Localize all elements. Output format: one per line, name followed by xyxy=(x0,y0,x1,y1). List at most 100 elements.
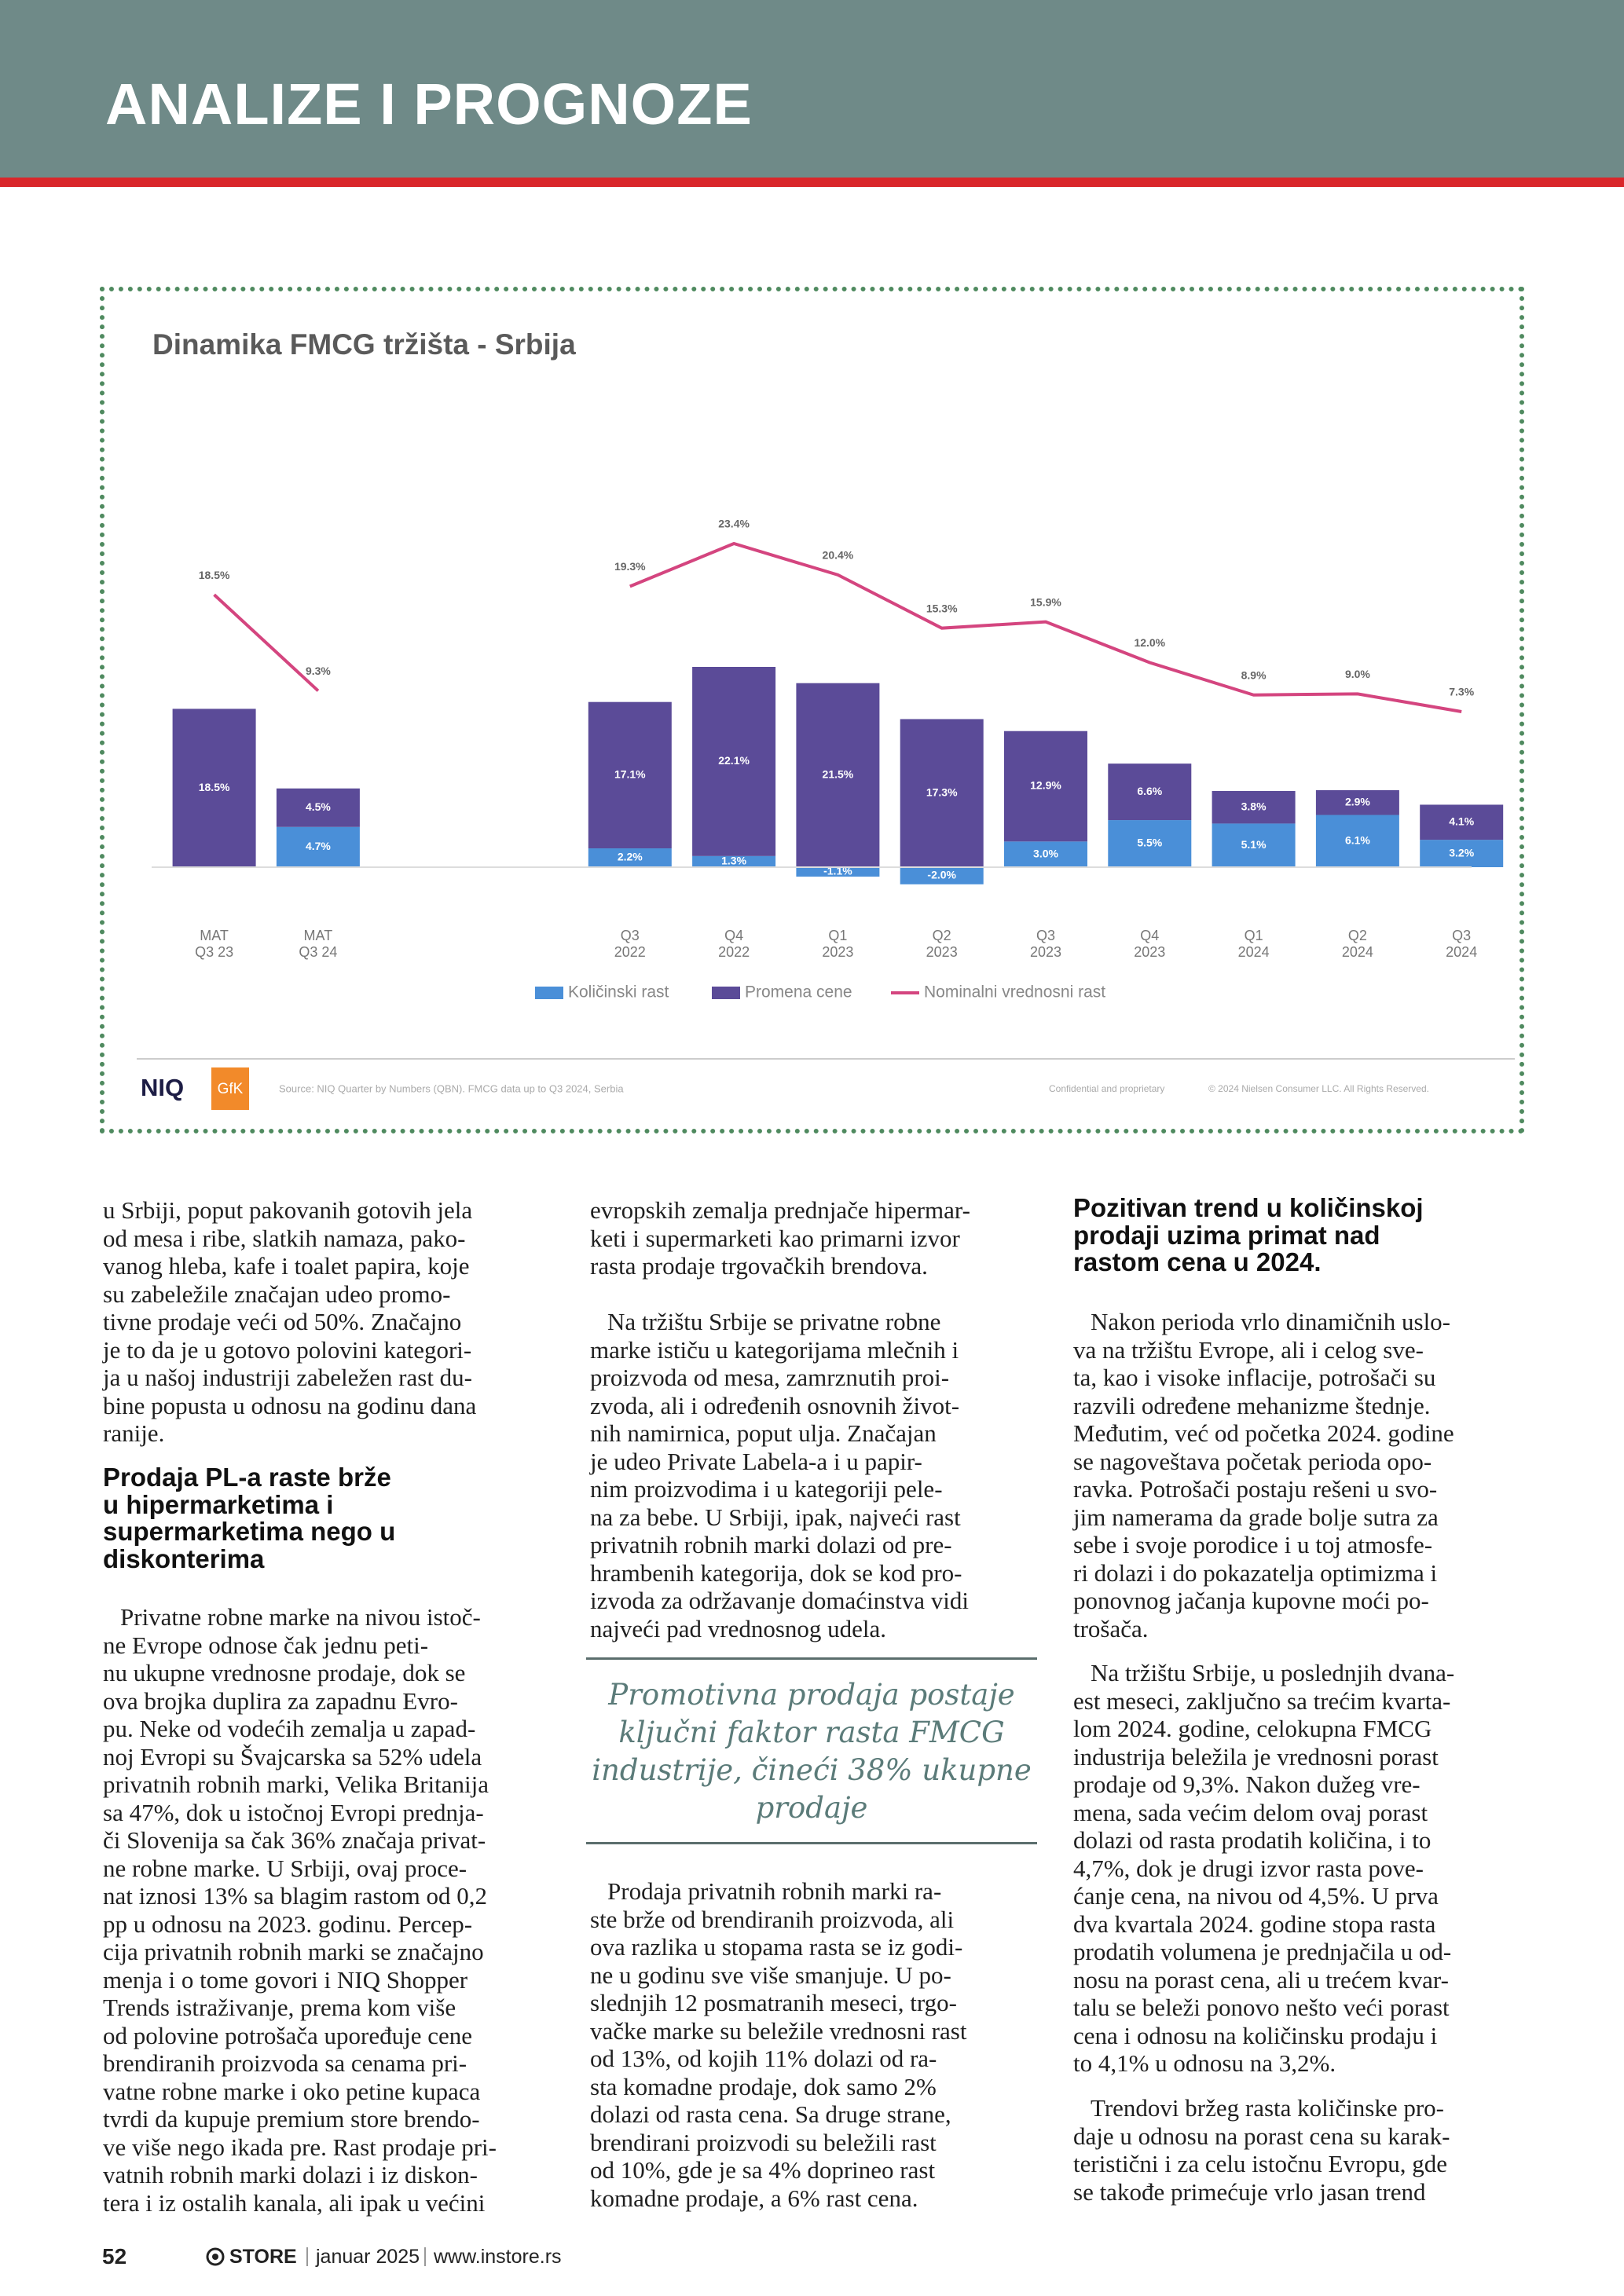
bar-segment xyxy=(1212,791,1296,824)
value-label: 21.5% xyxy=(823,768,854,781)
paragraph: Nakon perioda vrlo dinamičnih uslo- va n… xyxy=(1073,1308,1454,1642)
bar-segment xyxy=(1420,840,1504,867)
value-label: 19.3% xyxy=(614,560,646,573)
bar-segment xyxy=(276,788,360,827)
value-label: 5.5% xyxy=(1137,837,1162,849)
value-label: 23.4% xyxy=(718,518,750,530)
x-tick-label: Q1 2024 xyxy=(1237,928,1270,960)
legend-swatch xyxy=(535,987,563,999)
issue-date: januar 2025 xyxy=(316,2246,420,2268)
bar-segment xyxy=(1004,731,1087,842)
line-series xyxy=(213,541,1462,713)
paragraph: evropskih zemalja prednjače hipermar- ke… xyxy=(590,1196,970,1280)
quote-rule xyxy=(586,1842,1037,1844)
magazine-name: STORE xyxy=(229,2246,297,2268)
bar-segment xyxy=(1315,789,1399,815)
bar-segment xyxy=(900,719,984,867)
bar-segment xyxy=(1108,820,1192,867)
subheading: Pozitivan trend u količinskoj prodaji uz… xyxy=(1073,1193,1424,1276)
value-label: 9.3% xyxy=(306,665,331,677)
bar-segment xyxy=(276,826,360,867)
value-label: 12.0% xyxy=(1134,636,1165,649)
bar-segment xyxy=(588,701,672,849)
bar-segment xyxy=(588,848,672,867)
value-label: 8.9% xyxy=(1241,668,1267,681)
value-label: 12.9% xyxy=(1030,779,1061,792)
bar-segment xyxy=(692,667,776,856)
value-label: 2.2% xyxy=(618,851,643,863)
value-label: 4.7% xyxy=(306,840,331,852)
x-tick-label: Q3 2022 xyxy=(614,928,646,960)
legend-swatch xyxy=(712,987,740,999)
bar-segment xyxy=(1315,815,1399,867)
value-label: 15.9% xyxy=(1030,595,1061,608)
chart: Dinamika FMCG tržišta - Srbija0.0%18.5%4… xyxy=(100,287,1524,1133)
value-label: 3.2% xyxy=(1449,846,1474,859)
value-label: 6.6% xyxy=(1137,785,1162,797)
subheading: Prodaja PL-a raste brže u hipermarketima… xyxy=(103,1463,396,1573)
value-label: 6.1% xyxy=(1345,833,1370,846)
confidential-note: Confidential and proprietary xyxy=(1049,1083,1164,1094)
pull-quote: Promotivna prodaja postaje ključni fakto… xyxy=(592,1678,1032,1825)
paragraph: u Srbiji, poput pakovanih gotovih jela o… xyxy=(103,1196,477,1447)
logo-gfk: GfK xyxy=(218,1081,244,1097)
header-band xyxy=(0,0,1624,178)
value-label: 9.0% xyxy=(1345,668,1370,680)
chart-title: Dinamika FMCG tržišta - Srbija xyxy=(152,328,576,361)
logo-niq: NIQ xyxy=(141,1074,184,1101)
x-tick-label: Q4 2023 xyxy=(1134,928,1166,960)
value-label: 17.3% xyxy=(926,785,958,798)
bar-segment xyxy=(796,867,880,877)
value-label: 7.3% xyxy=(1449,686,1474,698)
x-tick-label: Q2 2023 xyxy=(926,928,958,960)
x-tick-label: Q4 2022 xyxy=(718,928,750,960)
bar-segment xyxy=(1004,841,1087,867)
x-tick-label: Q3 2024 xyxy=(1446,928,1478,960)
bar-segment xyxy=(1108,764,1192,821)
header-stripe xyxy=(0,178,1624,187)
legend-label: Promena cene xyxy=(745,983,852,1002)
bar-segment xyxy=(692,855,776,867)
value-label: 1.3% xyxy=(721,855,746,867)
x-tick-label: Q2 2024 xyxy=(1341,928,1373,960)
value-label: 2.9% xyxy=(1345,795,1370,807)
section-title: ANALIZE I PROGNOZE xyxy=(105,71,753,137)
value-label: 18.5% xyxy=(199,569,230,581)
paragraph: Na tržištu Srbije se privatne robne mark… xyxy=(590,1308,970,1642)
value-label: 3.0% xyxy=(1033,847,1058,859)
bar-segment xyxy=(900,867,984,884)
bar-segment xyxy=(1420,804,1504,840)
chart-canvas: Dinamika FMCG tržišta - Srbija0.0%18.5%4… xyxy=(137,328,1515,1110)
value-label: 3.8% xyxy=(1241,800,1267,812)
value-label: 18.5% xyxy=(199,781,230,793)
value-label: 20.4% xyxy=(823,549,854,562)
value-label: -2.0% xyxy=(927,869,956,881)
store-icon xyxy=(206,2247,225,2266)
value-label: 5.1% xyxy=(1241,838,1267,851)
x-tick-label: MAT Q3 23 xyxy=(195,928,234,960)
bar-segment xyxy=(796,683,880,867)
paragraph: Prodaja privatnih robnih marki ra- ste b… xyxy=(590,1877,967,2212)
x-tick-label: Q3 2023 xyxy=(1029,928,1062,960)
x-tick-label: Q1 2023 xyxy=(822,928,854,960)
footer-separator xyxy=(306,2247,308,2266)
quote-rule xyxy=(586,1657,1037,1660)
copyright-note: © 2024 Nielsen Consumer LLC. All Rights … xyxy=(1208,1083,1429,1094)
value-label: 22.1% xyxy=(718,754,750,767)
value-label: 4.5% xyxy=(306,800,331,813)
footer-separator xyxy=(424,2247,426,2266)
legend-label: Količinski rast xyxy=(568,983,669,1002)
value-label: 4.1% xyxy=(1449,815,1474,827)
value-label: 15.3% xyxy=(926,602,958,614)
logo-gfk-box xyxy=(211,1067,249,1110)
x-tick-label: MAT Q3 24 xyxy=(299,928,338,960)
bar-segment xyxy=(1212,823,1296,867)
paragraph: Trendovi bržeg rasta količinske pro- daj… xyxy=(1073,2094,1450,2206)
bar-segment xyxy=(172,709,256,867)
page-number: 52 xyxy=(102,2244,127,2269)
value-label: 17.1% xyxy=(614,768,646,781)
source-note: Source: NIQ Quarter by Numbers (QBN). FM… xyxy=(279,1082,624,1094)
website: www.instore.rs xyxy=(434,2246,562,2268)
paragraph: Privatne robne marke na nivou istoč- ne … xyxy=(103,1603,497,2217)
